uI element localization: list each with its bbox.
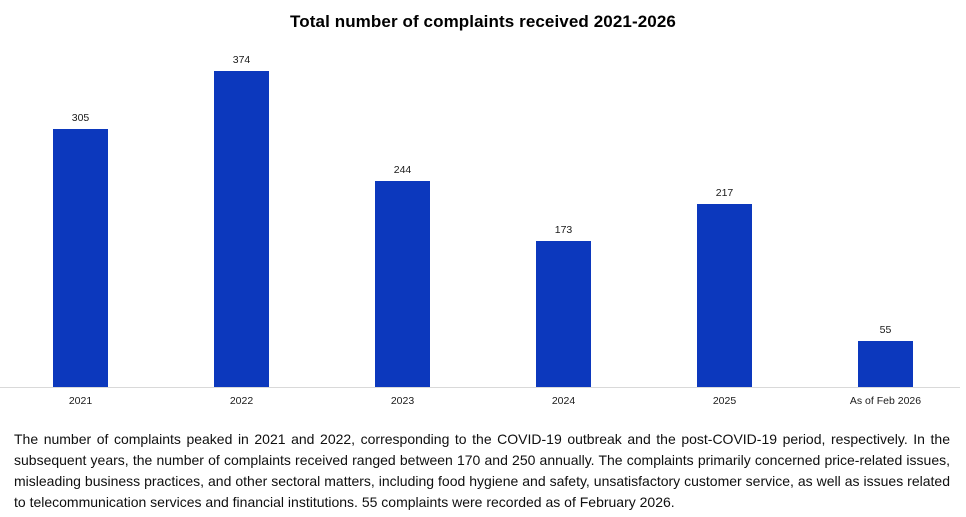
bar-value-label: 55 — [879, 324, 892, 336]
bar-group: 374 — [161, 40, 322, 387]
bar-group: 217 — [644, 40, 805, 387]
complaints-bar-chart: Total number of complaints received 2021… — [0, 10, 966, 408]
bar — [53, 129, 108, 387]
bar-value-label: 217 — [715, 187, 734, 199]
bar-value-label: 173 — [554, 224, 573, 236]
plot-area: 305 374 244 173 217 55 — [0, 40, 966, 387]
bar — [375, 181, 430, 387]
bar-value-label: 244 — [393, 164, 412, 176]
bar-value-label: 305 — [71, 112, 90, 124]
x-axis-tick-label: 2023 — [390, 395, 415, 407]
x-axis-labels: 2021 2022 2023 2024 2025 As of Feb 2026 — [0, 388, 966, 408]
bar — [858, 341, 913, 387]
bar-value-label: 374 — [232, 54, 251, 66]
bar-group: 305 — [0, 40, 161, 387]
bar-group: 244 — [322, 40, 483, 387]
x-axis-tick-label: 2024 — [551, 395, 576, 407]
bar-group: 55 — [805, 40, 966, 387]
x-axis-tick-label: 2021 — [68, 395, 93, 407]
x-axis-tick-label: As of Feb 2026 — [849, 395, 922, 407]
x-axis-line — [0, 387, 960, 388]
bar — [697, 204, 752, 387]
bar — [536, 241, 591, 387]
bar-group: 173 — [483, 40, 644, 387]
chart-title: Total number of complaints received 2021… — [290, 12, 676, 31]
bar — [214, 71, 269, 387]
chart-description: The number of complaints peaked in 2021 … — [14, 431, 950, 510]
x-axis-tick-label: 2022 — [229, 395, 254, 407]
x-axis-tick-label: 2025 — [712, 395, 737, 407]
